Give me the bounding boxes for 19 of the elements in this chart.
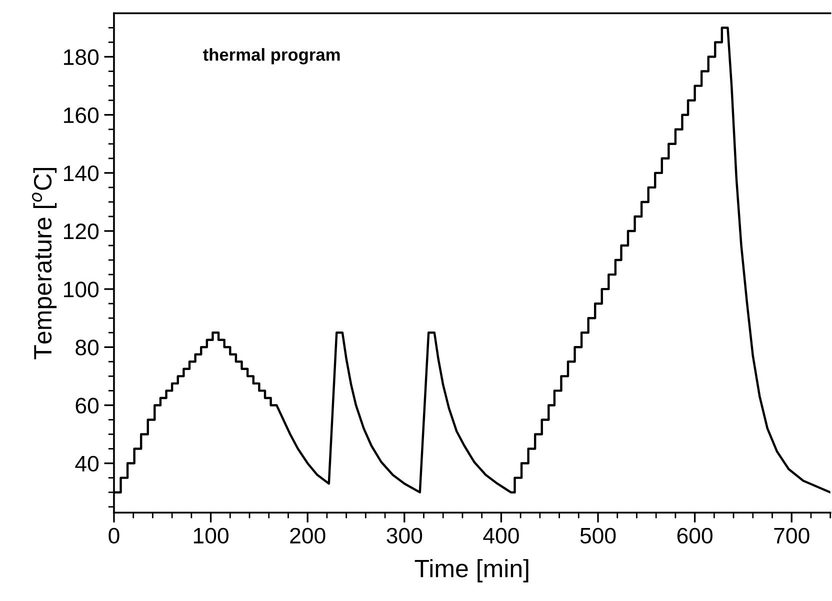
y-tick-label: 140 [64,165,99,182]
y-tick-label: 180 [64,49,99,66]
y-axis-title: Temperature [$^{o}$C] [32,168,57,360]
x-tick-label: 500 [580,528,616,544]
y-tick-label: 100 [64,282,99,298]
annotation: thermal program [203,48,340,64]
x-tick-label: 0 [108,528,120,544]
y-tick-label: 60 [76,398,99,414]
y-tick-label: 80 [76,340,99,356]
x-tick-label: 300 [386,528,422,544]
y-tick-label: 40 [75,456,99,472]
y-tick-label: 120 [64,224,99,240]
x-tick-label: 700 [774,528,810,544]
x-tick-label: 200 [290,528,326,544]
y-tick-label: 160 [64,107,99,124]
x-tick-label: 100 [194,528,228,544]
x-tick-label: 600 [677,528,712,544]
x-axis-title: Time [min] [414,559,528,582]
x-tick-label: 400 [483,528,519,544]
